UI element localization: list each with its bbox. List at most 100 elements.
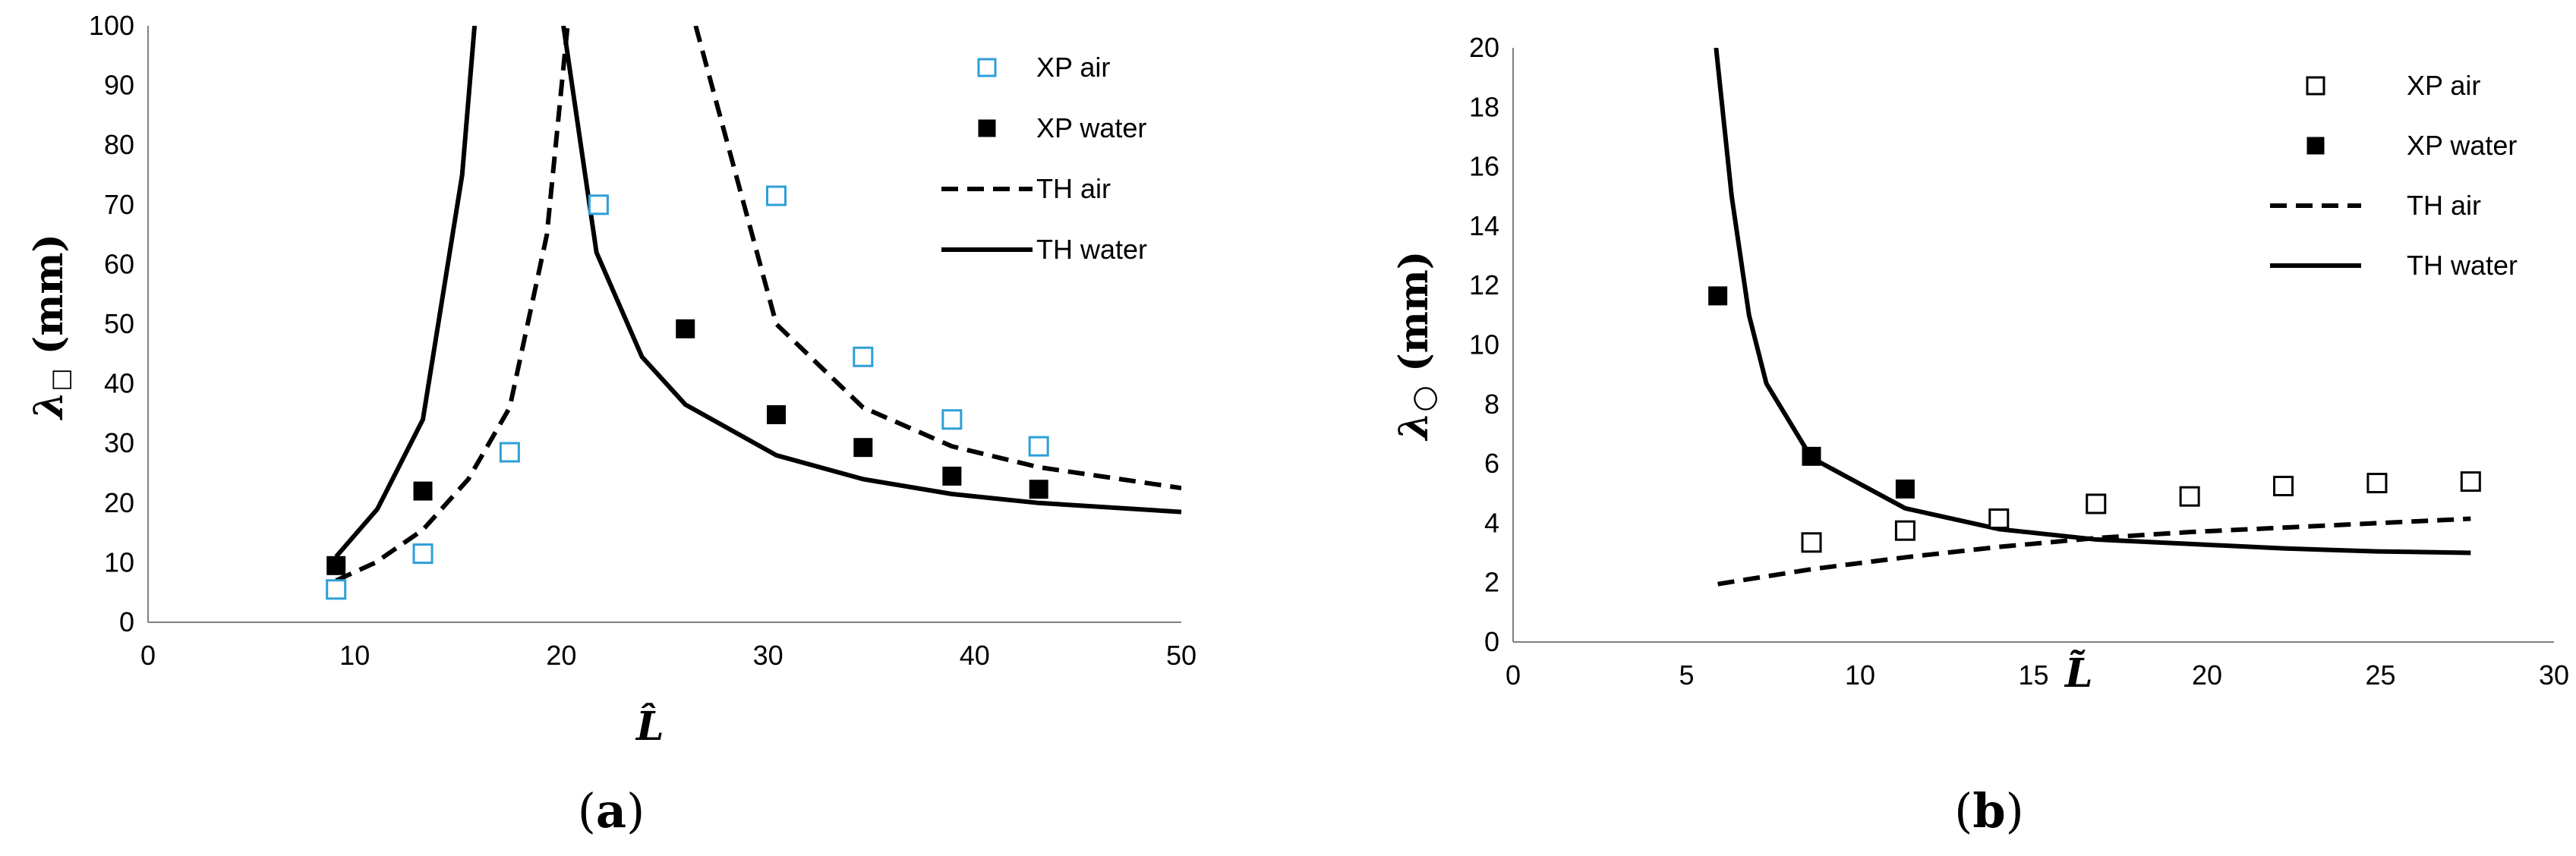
chart-b-series-xp-air-point xyxy=(2179,486,2200,507)
chart-a-plot: 0 10 20 30 40 50 0 10 20 30 40 50 60 70 80 90 100 xyxy=(89,10,1197,671)
chart-a-x-tick-label: 40 xyxy=(960,640,990,671)
chart-b-legend-th-water-label: TH water xyxy=(2407,250,2518,281)
chart-a-y-axis-label-symbol: λ xyxy=(26,392,72,420)
chart-a-y-tick-label: 0 xyxy=(119,606,134,637)
chart-a-series-th-air-line xyxy=(693,26,1181,491)
chart-b-legend-th-air-label: TH air xyxy=(2407,190,2481,221)
chart-b-legend-xp-air-swatch xyxy=(2306,76,2325,96)
chart-b-x-tick-label: 30 xyxy=(2539,659,2569,691)
chart-b-legend-xp-water-label: XP water xyxy=(2407,130,2517,161)
chart-a-series-xp-air-point xyxy=(1028,436,1049,457)
chart-a-x-axis-label: L̂ xyxy=(635,703,664,750)
chart-a-series-xp-air-point xyxy=(853,346,874,367)
chart-b-series-xp-air-point xyxy=(1894,520,1915,541)
chart-a-legend-xp-air-label: XP air xyxy=(1036,52,1110,83)
chart-a: 0 10 20 30 40 50 0 10 20 30 40 50 60 70 80 90 100 L̂ λ□… xyxy=(26,10,1197,839)
chart-a-y-tick-label: 10 xyxy=(104,546,134,577)
chart-a-y-tick-label: 70 xyxy=(104,189,134,220)
chart-a-y-tick-label: 20 xyxy=(104,487,134,518)
chart-b-x-tick-label: 5 xyxy=(1679,659,1694,691)
chart-b-y-tick-label: 6 xyxy=(1484,448,1499,479)
chart-b-x-tick-label: 0 xyxy=(1506,659,1521,691)
chart-b-series-xp-water-point xyxy=(1708,286,1728,306)
chart-b-y-tick-label: 4 xyxy=(1484,507,1499,538)
chart-b-y-tick-label: 14 xyxy=(1469,210,1499,241)
chart-a-legend-xp-air-swatch xyxy=(977,58,997,77)
chart-b-y-axis-label-subscript: ○ xyxy=(1405,386,1441,412)
chart-a-series-xp-water-point xyxy=(766,404,786,424)
chart-a-series-th-air-line xyxy=(335,26,570,583)
chart-a-legend-xp-water-swatch xyxy=(978,119,996,137)
chart-a-y-tick-label: 60 xyxy=(104,248,134,279)
chart-a-series-xp-water-point xyxy=(942,466,962,486)
chart-b-y-tick-label: 2 xyxy=(1484,567,1499,598)
chart-b-caption-label: b xyxy=(1972,783,2005,839)
chart-a-y-tick-label: 80 xyxy=(104,129,134,160)
chart-a-legend-th-water-label: TH water xyxy=(1036,234,1147,265)
chart-a-y-tick-label: 30 xyxy=(104,427,134,458)
chart-a-series-th-water-line xyxy=(334,26,478,559)
chart-a-series-xp-water-point xyxy=(413,481,433,501)
chart-b-y-tick-label: 20 xyxy=(1469,32,1499,63)
chart-b: 0 5 10 15 20 25 30 0 2 4 6 8 10 12 14 16 18 20 L̃ λ○ (mm… xyxy=(1391,32,2569,839)
chart-b-y-tick-label: 12 xyxy=(1469,269,1499,301)
chart-a-y-axis-label: λ□ (mm) xyxy=(26,234,74,420)
chart-a-y-tick-label: 50 xyxy=(104,308,134,339)
chart-b-caption-close: ) xyxy=(2006,783,2024,839)
chart-b-caption: (b) xyxy=(1954,783,2024,839)
chart-a-y-axis-label-units: (mm) xyxy=(26,234,72,368)
chart-b-legend-xp-water-swatch xyxy=(2306,137,2325,155)
chart-b-series-xp-water-point xyxy=(1895,479,1915,499)
chart-b-x-axis-label: L̃ xyxy=(2064,650,2093,697)
chart-a-caption-label: a xyxy=(596,783,626,839)
chart-a-x-tick-label: 30 xyxy=(753,640,784,671)
chart-b-caption-open: ( xyxy=(1954,783,1972,839)
chart-b-y-axis-label-symbol: λ xyxy=(1391,412,1437,441)
chart-a-series-xp-air-point xyxy=(941,409,963,430)
chart-a-series-xp-air-point xyxy=(499,442,520,463)
chart-a-series-xp-water-point xyxy=(676,319,695,338)
chart-a-series-xp-water-point xyxy=(853,438,873,458)
chart-b-series-xp-air-point xyxy=(1988,508,2010,530)
chart-b-y-tick-label: 8 xyxy=(1484,389,1499,420)
chart-b-y-tick-label: 10 xyxy=(1469,329,1499,360)
chart-a-y-tick-label: 90 xyxy=(104,70,134,101)
chart-b-series-xp-air-point xyxy=(2086,493,2107,515)
chart-a-legend-th-air-label: TH air xyxy=(1036,173,1111,204)
chart-b-x-tick-label: 10 xyxy=(1845,659,1875,691)
chart-a-series-xp-air-point xyxy=(765,185,787,206)
chart-b-series-th-water-line xyxy=(1714,48,2471,555)
chart-a-legend: XP air XP water TH air TH water xyxy=(941,52,1147,265)
chart-b-series-xp-air-point xyxy=(2366,473,2388,494)
chart-a-caption: (a) xyxy=(578,783,645,839)
chart-a-series-th-water-line xyxy=(561,26,1181,515)
chart-b-series-th-air-line xyxy=(1717,516,2471,587)
chart-a-series-xp-air-point xyxy=(588,194,609,216)
chart-a-y-tick-label: 40 xyxy=(104,368,134,399)
chart-a-caption-close: ) xyxy=(626,783,645,839)
chart-a-series-xp-water-point xyxy=(326,555,346,575)
chart-a-series-xp-air-point xyxy=(326,579,347,600)
chart-b-series-xp-air-point xyxy=(2460,471,2481,493)
chart-b-y-axis-label-units: (mm) xyxy=(1391,251,1437,386)
chart-b-legend: XP air XP water TH air TH water xyxy=(2270,70,2518,281)
chart-b-y-tick-label: 18 xyxy=(1469,91,1499,122)
chart-b-legend-xp-air-label: XP air xyxy=(2407,70,2480,101)
chart-b-y-tick-label: 16 xyxy=(1469,151,1499,182)
chart-b-x-tick-label: 20 xyxy=(2192,659,2222,691)
chart-b-series-xp-air-point xyxy=(2273,475,2294,496)
chart-a-x-tick-label: 10 xyxy=(339,640,370,671)
chart-b-series-xp-air-point xyxy=(1801,532,1822,553)
chart-a-legend-xp-water-label: XP water xyxy=(1036,112,1146,143)
chart-b-y-tick-label: 0 xyxy=(1484,626,1499,657)
chart-a-x-tick-label: 50 xyxy=(1166,640,1197,671)
chart-a-x-tick-label: 0 xyxy=(140,640,156,671)
chart-a-caption-open: ( xyxy=(578,783,596,839)
chart-a-y-axis-label-subscript: □ xyxy=(46,368,74,391)
chart-a-y-tick-label: 100 xyxy=(89,10,134,41)
chart-b-plot: 0 5 10 15 20 25 30 0 2 4 6 8 10 12 14 16 18 20 xyxy=(1469,32,2569,691)
chart-a-x-tick-label: 20 xyxy=(546,640,576,671)
chart-b-series-xp-water-point xyxy=(1802,446,1821,466)
chart-b-x-tick-label: 25 xyxy=(2365,659,2395,691)
